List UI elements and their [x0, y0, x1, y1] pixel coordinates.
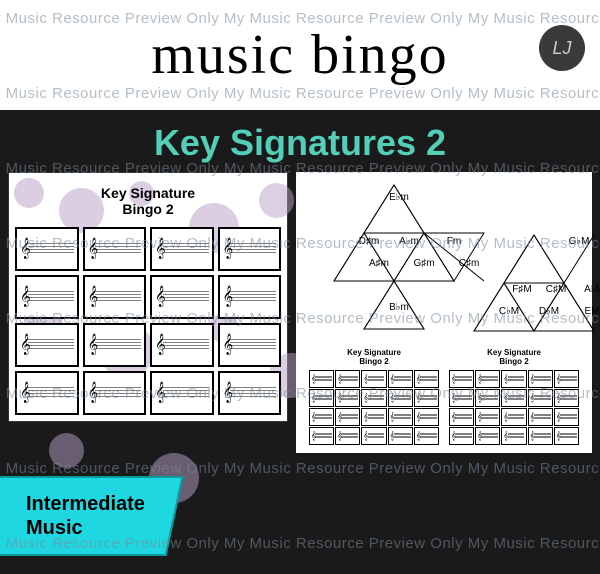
page-root: music bingo LJ Key Signatures 2 Key Sign…: [0, 0, 600, 574]
mini-card-1: Key SignatureBingo 2 𝄞𝄞𝄞𝄞𝄞𝄞𝄞𝄞𝄞𝄞𝄞𝄞𝄞𝄞𝄞𝄞𝄞𝄞𝄞…: [309, 348, 439, 445]
mini-cell: 𝄞: [309, 408, 334, 426]
mini-cell: 𝄞: [449, 427, 474, 445]
mini-cell: 𝄞: [309, 427, 334, 445]
level-line1: Intermediate: [26, 492, 145, 516]
mini-cell: 𝄞: [449, 389, 474, 407]
left-panel: Key SignatureBingo 2 𝄞𝄞𝄞𝄞𝄞𝄞𝄞𝄞𝄞𝄞𝄞𝄞𝄞𝄞𝄞𝄞: [8, 172, 288, 453]
right-panel: E♭mD♯mA♭mFmA♯mG♯mC♯mB♭mG♭MF♯MC♯MA♭MC♭MD♭…: [296, 172, 592, 453]
bingo-cell: 𝄞: [15, 227, 79, 271]
mini-cell: 𝄞: [554, 370, 579, 388]
mini-cell: 𝄞: [449, 408, 474, 426]
mini-cell: 𝄞: [361, 370, 386, 388]
logo-badge: LJ: [539, 25, 585, 71]
mini-cell: 𝄞: [414, 408, 439, 426]
mini-cell: 𝄞: [528, 389, 553, 407]
subtitle: Key Signatures 2: [0, 110, 600, 172]
bingo-cell: 𝄞: [15, 371, 79, 415]
mini-cell: 𝄞: [528, 427, 553, 445]
mini-title-2: Key SignatureBingo 2: [449, 348, 579, 366]
mini-cards-row: Key SignatureBingo 2 𝄞𝄞𝄞𝄞𝄞𝄞𝄞𝄞𝄞𝄞𝄞𝄞𝄞𝄞𝄞𝄞𝄞𝄞𝄞…: [304, 348, 584, 445]
mini-cell: 𝄞: [335, 408, 360, 426]
level-line2: Music: [26, 516, 145, 540]
bingo-cell: 𝄞: [83, 275, 147, 319]
triangle-nets: E♭mD♯mA♭mFmA♯mG♯mC♯mB♭mG♭MF♯MC♯MA♭MC♭MD♭…: [304, 180, 584, 340]
bingo-cell: 𝄞: [218, 371, 282, 415]
mini-cell: 𝄞: [414, 370, 439, 388]
mini-cell: 𝄞: [361, 427, 386, 445]
mini-cell: 𝄞: [475, 389, 500, 407]
bingo-cell: 𝄞: [150, 275, 214, 319]
mini-cell: 𝄞: [388, 370, 413, 388]
content-area: Key SignatureBingo 2 𝄞𝄞𝄞𝄞𝄞𝄞𝄞𝄞𝄞𝄞𝄞𝄞𝄞𝄞𝄞𝄞: [0, 172, 600, 453]
mini-cell: 𝄞: [528, 370, 553, 388]
bingo-grid: 𝄞𝄞𝄞𝄞𝄞𝄞𝄞𝄞𝄞𝄞𝄞𝄞𝄞𝄞𝄞𝄞: [15, 227, 281, 415]
mini-cell: 𝄞: [309, 370, 334, 388]
mini-cell: 𝄞: [361, 408, 386, 426]
bingo-title: Key SignatureBingo 2: [15, 179, 281, 227]
mini-title-1: Key SignatureBingo 2: [309, 348, 439, 366]
mini-cell: 𝄞: [449, 370, 474, 388]
mini-cell: 𝄞: [388, 408, 413, 426]
bingo-cell: 𝄞: [83, 227, 147, 271]
logo-text: LJ: [552, 38, 571, 59]
mini-cell: 𝄞: [361, 389, 386, 407]
mini-cell: 𝄞: [501, 408, 526, 426]
mini-cell: 𝄞: [335, 389, 360, 407]
product-title: music bingo: [151, 23, 448, 87]
mini-cell: 𝄞: [528, 408, 553, 426]
mini-cell: 𝄞: [414, 427, 439, 445]
mini-cell: 𝄞: [475, 408, 500, 426]
bingo-cell: 𝄞: [218, 323, 282, 367]
level-badge: Intermediate Music: [0, 476, 183, 556]
mini-grid-2: 𝄞𝄞𝄞𝄞𝄞𝄞𝄞𝄞𝄞𝄞𝄞𝄞𝄞𝄞𝄞𝄞𝄞𝄞𝄞𝄞: [449, 370, 579, 445]
bingo-cell: 𝄞: [150, 323, 214, 367]
mini-cell: 𝄞: [388, 427, 413, 445]
mini-cell: 𝄞: [475, 427, 500, 445]
mini-cell: 𝄞: [414, 389, 439, 407]
level-text: Intermediate Music: [26, 492, 145, 540]
mini-cell: 𝄞: [554, 427, 579, 445]
mini-cell: 𝄞: [501, 370, 526, 388]
mini-grid-1: 𝄞𝄞𝄞𝄞𝄞𝄞𝄞𝄞𝄞𝄞𝄞𝄞𝄞𝄞𝄞𝄞𝄞𝄞𝄞𝄞: [309, 370, 439, 445]
mini-cell: 𝄞: [501, 427, 526, 445]
mini-cell: 𝄞: [335, 427, 360, 445]
mini-cell: 𝄞: [475, 370, 500, 388]
bingo-cell: 𝄞: [15, 323, 79, 367]
bingo-cell: 𝄞: [218, 275, 282, 319]
mini-cell: 𝄞: [501, 389, 526, 407]
mini-cell: 𝄞: [554, 408, 579, 426]
header: music bingo LJ: [0, 0, 600, 110]
mini-cell: 𝄞: [309, 389, 334, 407]
bingo-cell: 𝄞: [218, 227, 282, 271]
bingo-cell: 𝄞: [150, 371, 214, 415]
bingo-cell: 𝄞: [150, 227, 214, 271]
bingo-cell: 𝄞: [15, 275, 79, 319]
bingo-cell: 𝄞: [83, 371, 147, 415]
mini-cell: 𝄞: [388, 389, 413, 407]
mini-cell: 𝄞: [554, 389, 579, 407]
bingo-cell: 𝄞: [83, 323, 147, 367]
mini-cell: 𝄞: [335, 370, 360, 388]
mini-card-2: Key SignatureBingo 2 𝄞𝄞𝄞𝄞𝄞𝄞𝄞𝄞𝄞𝄞𝄞𝄞𝄞𝄞𝄞𝄞𝄞𝄞𝄞…: [449, 348, 579, 445]
bingo-card-large: Key SignatureBingo 2 𝄞𝄞𝄞𝄞𝄞𝄞𝄞𝄞𝄞𝄞𝄞𝄞𝄞𝄞𝄞𝄞: [8, 172, 288, 422]
